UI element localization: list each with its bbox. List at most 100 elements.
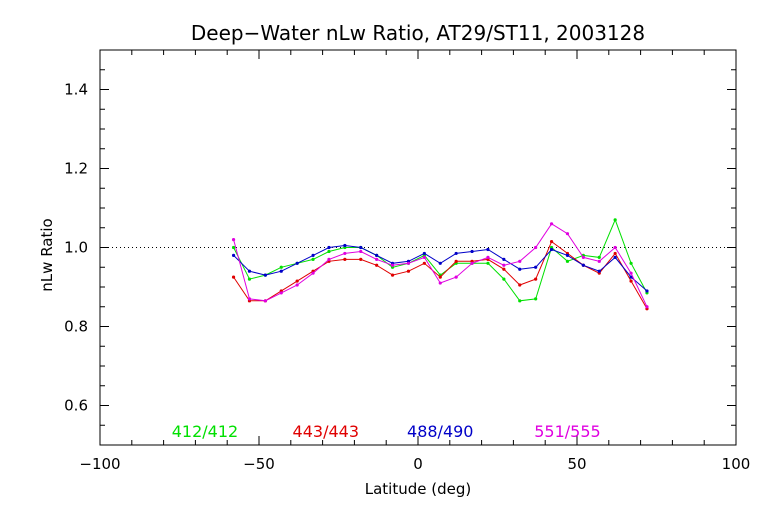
data-point [359, 257, 363, 261]
data-point [343, 243, 347, 248]
data-point [597, 259, 601, 263]
data-point [534, 245, 538, 250]
y-tick-label: 0.8 [64, 318, 88, 336]
data-point [343, 251, 347, 256]
data-point [454, 251, 458, 256]
data-point [375, 257, 379, 261]
data-point [470, 261, 474, 265]
x-tick-label: 100 [722, 455, 751, 473]
data-point [502, 267, 506, 271]
x-axis-ticks: −100 −50 0 50 100 [79, 50, 750, 473]
data-point [613, 255, 617, 259]
data-point [486, 247, 490, 252]
data-point [565, 253, 570, 257]
data-point [502, 263, 506, 267]
data-point [518, 299, 522, 303]
chart-title: Deep−Water nLw Ratio, AT29/ST11, 2003128 [191, 21, 645, 45]
data-point [534, 277, 538, 281]
data-point [263, 299, 267, 303]
data-point [613, 251, 617, 256]
data-point [231, 245, 236, 250]
data-point [311, 253, 315, 257]
data-point [263, 273, 267, 277]
data-point [613, 218, 617, 222]
data-point [518, 267, 522, 271]
data-point [231, 275, 236, 279]
data-point [613, 245, 617, 250]
data-point [279, 291, 283, 295]
data-point [470, 249, 474, 254]
data-point [565, 259, 570, 263]
data-point [629, 275, 633, 279]
data-point [422, 255, 426, 259]
series-layer [231, 218, 649, 311]
data-point [327, 257, 331, 261]
data-point [375, 253, 379, 257]
y-axis-label: nLw Ratio [38, 218, 56, 291]
data-point [438, 281, 442, 285]
data-point [581, 255, 585, 259]
data-point [565, 232, 570, 236]
x-tick-label: 0 [413, 455, 423, 473]
y-tick-label: 1.4 [64, 81, 88, 99]
data-point [311, 271, 315, 275]
data-point [549, 239, 554, 244]
data-point [549, 222, 554, 226]
data-point [534, 265, 538, 269]
legend-entry: 443/443 [293, 422, 359, 441]
data-point [486, 261, 490, 265]
data-point [438, 261, 442, 265]
data-point [454, 275, 458, 279]
data-point [231, 238, 236, 242]
data-point [422, 261, 426, 265]
legend: 412/412 443/443 488/490 551/555 [172, 422, 601, 441]
data-point [502, 257, 506, 261]
legend-entry: 551/555 [534, 422, 600, 441]
data-point [581, 263, 585, 267]
data-point [645, 289, 649, 293]
y-tick-label: 0.6 [64, 397, 88, 415]
series-group [231, 222, 649, 309]
data-point [375, 263, 379, 267]
data-point [343, 257, 347, 261]
data-point [597, 269, 601, 273]
data-point [247, 297, 252, 301]
data-point [390, 273, 395, 277]
data-point [327, 249, 331, 254]
data-point [295, 279, 299, 283]
series-group [231, 239, 649, 311]
data-point [549, 247, 554, 252]
legend-entry: 412/412 [172, 422, 238, 441]
x-tick-label: 50 [567, 455, 586, 473]
data-point [247, 269, 252, 273]
x-tick-label: −100 [79, 455, 120, 473]
data-point [486, 255, 490, 259]
data-point [454, 259, 458, 263]
data-point [597, 255, 601, 259]
data-point [327, 245, 331, 250]
data-point [406, 269, 411, 273]
x-axis-label: Latitude (deg) [365, 480, 471, 498]
data-point [406, 261, 411, 265]
data-point [518, 259, 522, 263]
data-point [359, 249, 363, 254]
data-point [247, 277, 252, 281]
data-point [359, 245, 363, 250]
data-point [438, 275, 442, 279]
y-axis-ticks: 0.6 0.8 1.0 1.2 1.4 [64, 49, 736, 446]
x-tick-label: −50 [243, 455, 275, 473]
data-point [518, 283, 522, 287]
data-point [502, 277, 506, 281]
data-point [279, 265, 283, 269]
legend-entry: 488/490 [407, 422, 473, 441]
data-point [231, 253, 236, 257]
data-point [629, 261, 633, 265]
data-point [534, 297, 538, 301]
data-point [311, 257, 315, 261]
data-point [295, 261, 299, 265]
y-tick-label: 1.2 [64, 160, 88, 178]
data-point [279, 269, 283, 273]
data-point [629, 279, 633, 283]
